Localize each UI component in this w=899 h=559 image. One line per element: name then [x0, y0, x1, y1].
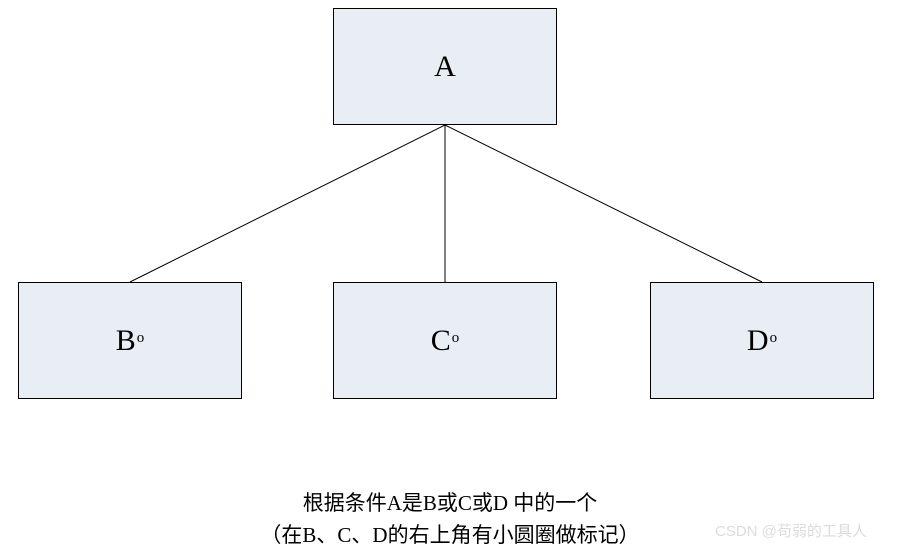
caption-line-2: （在B、C、D的右上角有小圆圈做标记）	[225, 520, 675, 552]
node-c: Co	[333, 282, 557, 399]
node-a-text: A	[434, 50, 456, 83]
edge-a-b	[130, 125, 445, 282]
node-c-circle-marker: o	[452, 330, 460, 346]
caption-line-1: 根据条件A是B或C或D 中的一个	[225, 488, 675, 520]
edge-a-d	[445, 125, 762, 282]
watermark-text: CSDN @苟弱的工具人	[715, 520, 867, 541]
node-d-label: Do	[747, 324, 777, 358]
node-a-label: A	[434, 50, 456, 84]
node-d-text: D	[747, 324, 769, 357]
node-b: Bo	[18, 282, 242, 399]
node-b-text: B	[116, 324, 136, 357]
tree-diagram: A Bo Co Do 根据条件A是B或C或D 中的一个 （在B、C、D的右上角有…	[0, 0, 899, 559]
node-a: A	[333, 8, 557, 125]
diagram-caption: 根据条件A是B或C或D 中的一个 （在B、C、D的右上角有小圆圈做标记）	[225, 488, 675, 551]
node-d: Do	[650, 282, 874, 399]
node-c-text: C	[431, 324, 451, 357]
node-c-label: Co	[431, 324, 460, 358]
node-d-circle-marker: o	[770, 330, 778, 346]
node-b-label: Bo	[116, 324, 145, 358]
node-b-circle-marker: o	[137, 330, 145, 346]
